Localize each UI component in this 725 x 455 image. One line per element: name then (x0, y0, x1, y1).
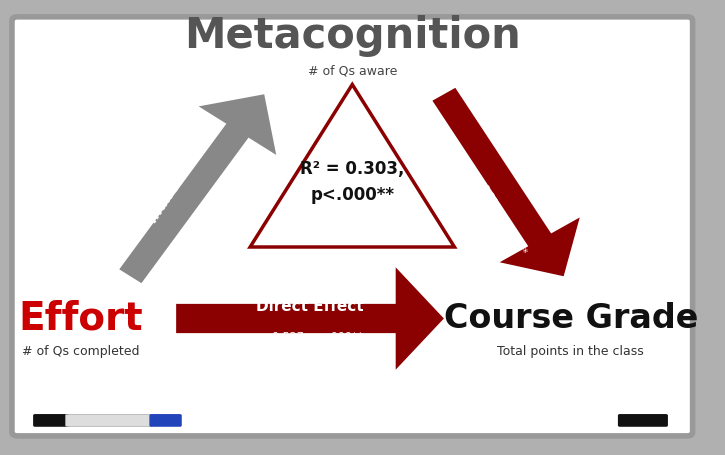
FancyBboxPatch shape (618, 414, 668, 427)
Text: # of Qs completed: # of Qs completed (22, 344, 140, 358)
Text: R² = 0.303,
p<.000**: R² = 0.303, p<.000** (300, 160, 405, 204)
Text: Direct Effect: Direct Effect (494, 130, 556, 221)
Text: Direct Effect: Direct Effect (256, 299, 364, 314)
Polygon shape (176, 268, 444, 369)
Text: Total points in the class: Total points in the class (497, 344, 644, 358)
Polygon shape (432, 88, 580, 276)
FancyBboxPatch shape (149, 414, 182, 427)
Text: Metacognition: Metacognition (184, 15, 521, 57)
Text: Effort: Effort (19, 299, 144, 338)
Text: # of Qs aware: # of Qs aware (307, 65, 397, 78)
Text: r=0.937, p<.000**: r=0.937, p<.000** (178, 171, 238, 252)
Polygon shape (120, 94, 276, 283)
Text: Course Grade: Course Grade (444, 302, 698, 335)
FancyBboxPatch shape (65, 415, 153, 426)
Text: Indirect Effect: Indirect Effect (146, 126, 220, 226)
FancyBboxPatch shape (33, 414, 69, 427)
Text: r=0.550, p<.000**: r=0.550, p<.000** (472, 173, 529, 256)
Text: r=0.527, p<.000**: r=0.527, p<.000** (257, 332, 362, 342)
FancyBboxPatch shape (12, 17, 692, 436)
